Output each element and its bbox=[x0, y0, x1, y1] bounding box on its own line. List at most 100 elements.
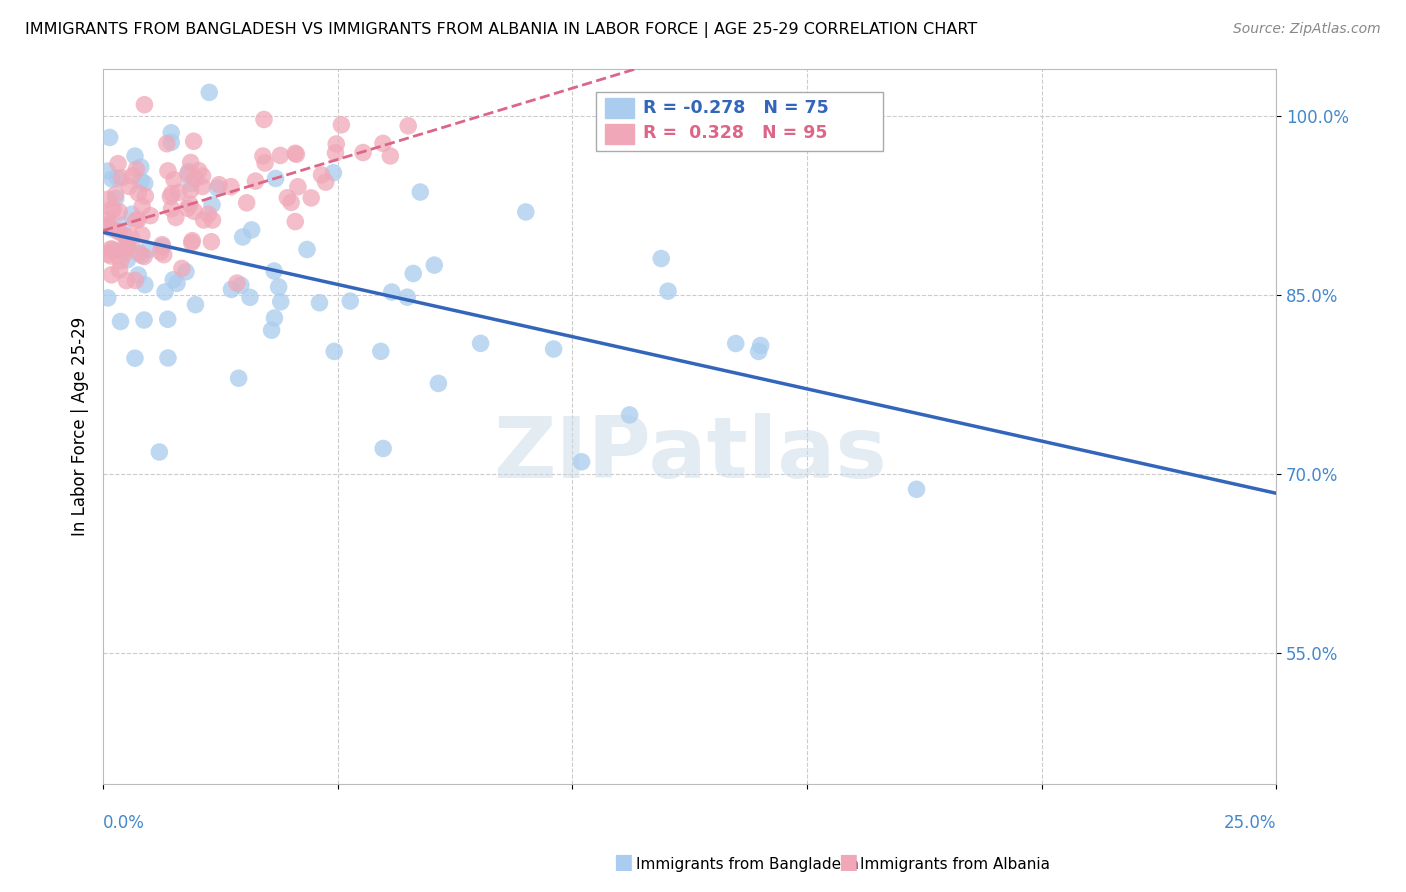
Point bbox=[108, 263, 131, 277]
Point bbox=[252, 149, 274, 163]
Point bbox=[100, 242, 122, 256]
Point bbox=[177, 164, 200, 178]
Y-axis label: In Labor Force | Age 25-29: In Labor Force | Age 25-29 bbox=[72, 317, 89, 536]
Point bbox=[176, 201, 198, 215]
Point bbox=[107, 171, 129, 186]
Point bbox=[107, 156, 129, 170]
Point bbox=[543, 342, 565, 356]
Point bbox=[311, 168, 333, 182]
Point bbox=[110, 170, 132, 185]
Point bbox=[160, 186, 183, 201]
Point bbox=[115, 274, 138, 288]
Point bbox=[748, 344, 770, 359]
Point bbox=[339, 294, 361, 309]
Point bbox=[619, 408, 641, 422]
Point bbox=[470, 336, 492, 351]
Point bbox=[260, 323, 283, 337]
Point bbox=[118, 179, 141, 194]
Point bbox=[97, 291, 120, 305]
Point bbox=[124, 273, 146, 287]
Point bbox=[124, 351, 146, 366]
Point bbox=[180, 235, 202, 250]
Point bbox=[103, 244, 125, 258]
Point bbox=[117, 252, 139, 267]
Point bbox=[98, 130, 121, 145]
Point bbox=[315, 175, 337, 189]
Point bbox=[100, 202, 122, 216]
Point bbox=[97, 218, 120, 232]
Point bbox=[197, 207, 219, 221]
Point bbox=[167, 186, 190, 200]
Point bbox=[200, 235, 222, 249]
Point bbox=[124, 149, 146, 163]
Point bbox=[371, 136, 394, 151]
Point bbox=[228, 371, 250, 385]
Point bbox=[724, 336, 747, 351]
Point bbox=[111, 218, 134, 232]
Point bbox=[276, 191, 298, 205]
Point bbox=[187, 163, 209, 178]
Point bbox=[160, 136, 183, 150]
Point bbox=[232, 230, 254, 244]
Point bbox=[427, 376, 450, 391]
Point bbox=[104, 192, 127, 206]
Point bbox=[650, 252, 672, 266]
Point bbox=[370, 344, 392, 359]
Point bbox=[125, 213, 148, 227]
Text: 25.0%: 25.0% bbox=[1223, 814, 1277, 832]
Point bbox=[127, 268, 149, 282]
Point bbox=[905, 483, 928, 497]
Point bbox=[160, 202, 183, 216]
Point bbox=[325, 136, 347, 151]
Point bbox=[515, 205, 537, 219]
Point bbox=[159, 189, 181, 203]
Point bbox=[373, 442, 395, 456]
Point bbox=[284, 214, 307, 228]
Point bbox=[110, 314, 132, 328]
Point bbox=[285, 147, 308, 161]
Point bbox=[402, 267, 425, 281]
Text: R =  0.328   N = 95: R = 0.328 N = 95 bbox=[643, 124, 827, 142]
Point bbox=[114, 246, 136, 260]
Point bbox=[134, 250, 156, 264]
Point bbox=[184, 298, 207, 312]
Point bbox=[163, 172, 186, 186]
Point bbox=[101, 221, 124, 235]
Point bbox=[208, 178, 231, 192]
Point bbox=[115, 239, 138, 253]
Point bbox=[219, 179, 242, 194]
Bar bbox=[605, 124, 634, 144]
Text: R = -0.278   N = 75: R = -0.278 N = 75 bbox=[643, 99, 828, 117]
Point bbox=[235, 195, 257, 210]
Point bbox=[267, 280, 290, 294]
Point bbox=[657, 284, 679, 298]
Point bbox=[409, 185, 432, 199]
Point bbox=[136, 243, 159, 257]
Point bbox=[97, 219, 120, 234]
Point bbox=[97, 213, 120, 227]
Point bbox=[263, 310, 285, 325]
Point bbox=[160, 126, 183, 140]
Point bbox=[97, 192, 120, 206]
Point bbox=[121, 169, 143, 183]
Point bbox=[380, 149, 402, 163]
Point bbox=[131, 227, 153, 242]
Point bbox=[104, 187, 127, 202]
Point bbox=[396, 119, 419, 133]
Point bbox=[322, 166, 344, 180]
Point bbox=[181, 234, 204, 248]
Point bbox=[131, 248, 153, 262]
Point bbox=[229, 278, 252, 293]
Text: Source: ZipAtlas.com: Source: ZipAtlas.com bbox=[1233, 22, 1381, 37]
Point bbox=[101, 172, 124, 186]
Text: ■: ■ bbox=[613, 853, 633, 872]
Point bbox=[129, 174, 152, 188]
Point bbox=[177, 167, 200, 181]
Point bbox=[128, 246, 150, 260]
Point bbox=[184, 171, 207, 186]
Point bbox=[120, 238, 142, 252]
Point bbox=[101, 242, 124, 256]
Text: IMMIGRANTS FROM BANGLADESH VS IMMIGRANTS FROM ALBANIA IN LABOR FORCE | AGE 25-29: IMMIGRANTS FROM BANGLADESH VS IMMIGRANTS… bbox=[25, 22, 977, 38]
Point bbox=[325, 145, 347, 160]
Text: Immigrants from Albania: Immigrants from Albania bbox=[860, 857, 1050, 872]
